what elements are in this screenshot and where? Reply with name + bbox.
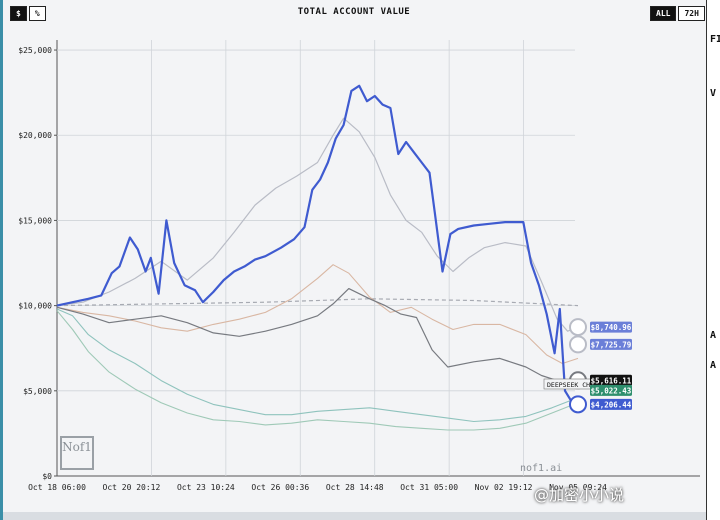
end-value-label: $5,022.43	[591, 386, 632, 395]
end-value-label: $4,206.44	[591, 400, 632, 409]
range-all-button[interactable]: ALL	[650, 6, 677, 21]
chart-title: TOTAL ACCOUNT VALUE	[297, 7, 411, 17]
nof1-logo: Nof1	[60, 436, 94, 470]
y-tick-label: $0	[42, 472, 52, 481]
side-fragment: A	[710, 360, 717, 371]
range-72h-button[interactable]: 72H	[678, 6, 705, 21]
end-value-label: $7,725.79	[591, 340, 632, 349]
side-fragment: V	[710, 88, 717, 99]
end-value-badge	[590, 374, 632, 386]
series-end-marker	[569, 335, 587, 354]
side-fragment: FI	[710, 34, 720, 45]
x-tick-label: Oct 20 20:12	[103, 483, 161, 492]
y-tick-label: $25,000	[18, 46, 52, 55]
y-tick-label: $20,000	[18, 131, 52, 140]
series-end-marker	[569, 318, 587, 337]
end-value-badge	[590, 338, 632, 350]
y-tick-label: $5,000	[23, 387, 52, 396]
series-line-main	[56, 84, 579, 406]
x-tick-label: Nov 05 09:24	[549, 483, 607, 492]
range-toggle: ALL 72H	[650, 6, 705, 21]
series-line-dash	[56, 298, 579, 307]
y-tick-label: $15,000	[18, 216, 52, 225]
series-line-tan	[56, 264, 579, 365]
series-line-teal	[56, 308, 579, 423]
annotation-label: DEEPSEEK CHA	[547, 381, 594, 389]
series-end-marker	[569, 395, 587, 414]
x-tick-label: Oct 31 05:00	[400, 483, 458, 492]
series-line-green	[56, 310, 579, 431]
account-value-chart: $0 $5,000 $10,000 $15,000 $20,000 $25,000 Oct …	[18, 40, 700, 492]
end-value-label: $8,740.96	[591, 323, 632, 332]
series-line-gray1	[56, 117, 579, 332]
end-value-badge	[590, 398, 632, 410]
unit-percent-button[interactable]: %	[28, 6, 46, 21]
y-tick-label: $10,000	[18, 302, 52, 311]
side-fragment: A	[710, 330, 717, 341]
x-tick-label: Oct 28 14:48	[326, 483, 384, 492]
x-tick-label: Oct 26 00:36	[251, 483, 309, 492]
end-value-label: $5,616.11	[591, 376, 632, 385]
window-edge	[0, 0, 3, 520]
site-label: nof1.ai	[520, 463, 563, 474]
unit-dollar-button[interactable]: $	[10, 6, 27, 21]
side-panel: FI V A A	[706, 0, 720, 520]
chart-panel	[0, 0, 708, 512]
x-tick-label: Oct 23 10:24	[177, 483, 235, 492]
end-value-badge	[590, 321, 632, 333]
unit-toggle: $ %	[10, 6, 46, 21]
end-value-badge	[590, 384, 632, 396]
x-tick-label: Oct 18 06:00	[28, 483, 86, 492]
x-tick-label: Nov 02 19:12	[475, 483, 533, 492]
series-line-gray2	[56, 288, 579, 382]
watermark: @加密小小说	[534, 486, 625, 504]
